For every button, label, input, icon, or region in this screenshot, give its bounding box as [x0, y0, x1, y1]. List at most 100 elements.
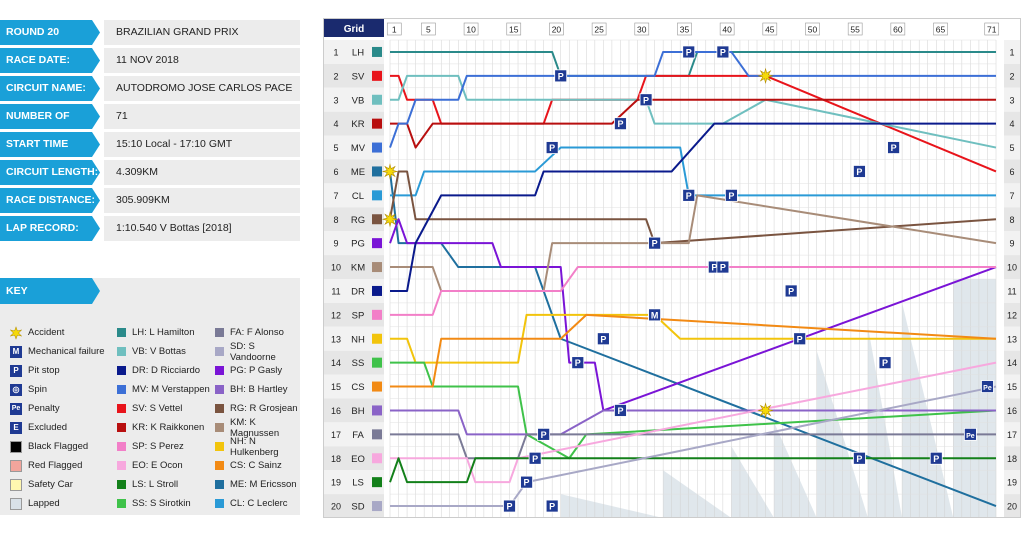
key-driver-label: BH: B Hartley — [230, 384, 288, 395]
grid-row-bg — [324, 87, 384, 112]
pit-marker — [571, 356, 585, 370]
pit-marker-label: P — [541, 430, 547, 440]
position-number: 9 — [333, 239, 338, 249]
info-row: ROUND 20 BRAZILIAN GRAND PRIX — [0, 20, 300, 45]
key-driver-item: LH: L Hamilton — [117, 323, 210, 342]
finish-position-number: 2 — [1009, 71, 1014, 81]
grid-driver-swatch — [372, 118, 382, 129]
grid-header-label: Grid — [344, 24, 365, 35]
key-event-item: ◎ Spin — [10, 380, 105, 399]
info-row: CIRCUIT NAME: AUTODROMO JOSE CARLOS PACE — [0, 76, 300, 101]
lap-tick-label: 25 — [594, 25, 604, 35]
lap-chart: Grid 1 LH 1 2 SV 2 3 VB 3 4 KR 4 5 MV 5 6 ME 6 7 CL 7 8 RG 8 9 PG 9… — [323, 18, 1021, 519]
lap-tick-box — [463, 22, 479, 36]
pit-marker-label: P — [506, 502, 512, 512]
grid-row-bg — [324, 398, 384, 423]
lap-tick-label: 1 — [392, 25, 397, 35]
info-value: 11 NOV 2018 — [104, 48, 300, 73]
info-row: RACE DISTANCE: 305.909KM — [0, 188, 300, 213]
finish-row-bg — [1004, 302, 1020, 327]
key-event-label: Penalty — [28, 403, 60, 414]
pit-marker-label: P — [882, 358, 888, 368]
grid-driver-swatch — [372, 429, 382, 440]
finish-position-number: 13 — [1007, 334, 1017, 344]
info-label: LAP RECORD: — [0, 216, 100, 241]
grid-driver-code: PG — [351, 239, 365, 250]
pit-marker-label: P — [933, 454, 939, 464]
driver-color-swatch — [117, 366, 126, 375]
grid-driver-swatch — [372, 142, 382, 153]
mechanical-marker-label: M — [651, 310, 659, 320]
info-label: ROUND 20 — [0, 20, 100, 45]
key-drivers-column-1: LH: L Hamilton VB: V Bottas DR: D Ricciard… — [117, 323, 210, 513]
event-letter-icon: Pe — [10, 402, 22, 415]
grid-driver-swatch — [372, 333, 382, 344]
finish-row-bg — [1004, 494, 1020, 518]
key-events-column: Accident M Mechanical failure P Pit stop ◎ Spi… — [10, 323, 105, 513]
series-line-vb — [390, 74, 997, 149]
finish-position-number: 19 — [1007, 478, 1017, 488]
grid-driver-swatch — [372, 357, 382, 368]
lap-tick-box — [719, 22, 735, 36]
finish-row-bg — [1004, 135, 1020, 160]
finish-position-number: 5 — [1009, 143, 1014, 153]
spin-icon: ◎ — [10, 383, 22, 396]
grid-row-bg — [324, 446, 384, 471]
key-event-item: Pe Penalty — [10, 399, 105, 418]
grid-driver-code: FA — [352, 430, 364, 441]
key-driver-item: NH: N Hulkenberg — [215, 436, 300, 458]
finish-position-number: 17 — [1007, 430, 1017, 440]
key-driver-item: PG: P Gasly — [215, 361, 300, 380]
position-number: 7 — [333, 191, 338, 201]
pit-marker-label: P — [711, 263, 717, 273]
key-event-item: Accident — [10, 323, 105, 342]
info-row: LAP RECORD: 1:10.540 V Bottas [2018] — [0, 216, 300, 241]
finish-position-number: 8 — [1009, 215, 1014, 225]
driver-color-swatch — [215, 347, 224, 356]
key-driver-item: BH: B Hartley — [215, 380, 300, 399]
info-value: 71 — [104, 104, 300, 129]
lap-tick-box — [634, 22, 650, 36]
position-number: 17 — [331, 430, 341, 440]
lap-tick-label: 10 — [466, 25, 476, 35]
info-label: START TIME — [0, 132, 100, 157]
flag-swatch-icon — [10, 459, 22, 472]
position-number: 8 — [333, 215, 338, 225]
grid-driver-swatch — [372, 453, 382, 464]
key-event-label: Safety Car — [28, 479, 73, 490]
lap-tick-box — [890, 22, 906, 36]
grid-row-bg — [324, 207, 384, 232]
pit-marker — [887, 141, 900, 154]
series-line-bh — [390, 409, 996, 436]
lap-tick-label: 40 — [722, 25, 732, 35]
accident-icon — [10, 325, 22, 340]
key-event-item: Lapped — [10, 494, 105, 513]
grid-row-bg — [324, 135, 384, 160]
key-event-label: Pit stop — [28, 365, 60, 376]
grid-driver-swatch — [372, 190, 382, 201]
grid-driver-swatch — [372, 262, 382, 273]
chart-header-bg — [324, 19, 1020, 37]
key-driver-label: SD: S Vandoorne — [230, 340, 276, 363]
finish-row-bg — [1004, 183, 1020, 208]
driver-color-swatch — [117, 499, 126, 508]
lap-tick-label: 35 — [680, 25, 690, 35]
series-line-pg — [389, 218, 997, 412]
grid-driver-swatch — [372, 381, 382, 392]
key-driver-item: ME: M Ericsson — [215, 475, 300, 494]
grid-driver-code: ME — [351, 167, 365, 178]
event-letter-icon: E — [10, 421, 22, 434]
pit-marker — [614, 117, 627, 131]
series-line-mv — [389, 50, 996, 148]
pit-marker — [596, 332, 610, 346]
driver-color-swatch — [117, 385, 126, 394]
series-line-cl — [390, 146, 996, 197]
finish-row-bg — [1004, 470, 1020, 495]
lap-tick-box — [933, 22, 948, 36]
pit-marker — [554, 69, 568, 83]
finish-position-number: 20 — [1007, 502, 1017, 512]
pit-marker-label: P — [617, 406, 623, 416]
grid-row-bg — [324, 111, 384, 136]
pit-marker — [853, 165, 866, 178]
key-event-label: Black Flagged — [28, 441, 89, 452]
